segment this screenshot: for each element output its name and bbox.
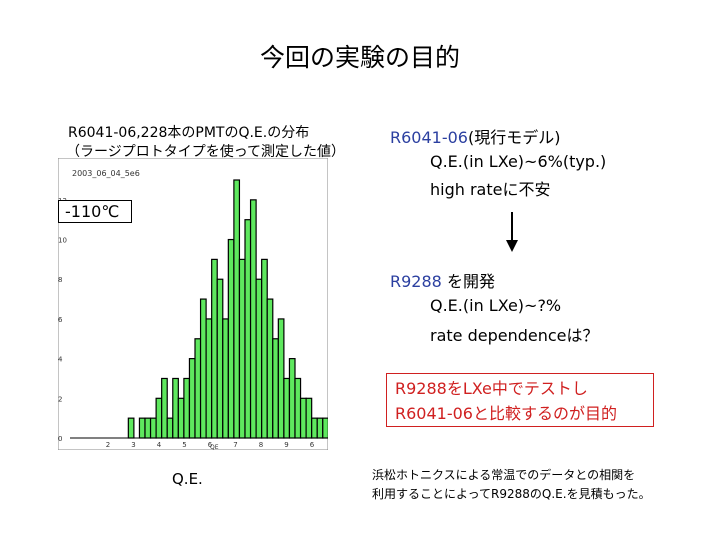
histogram-bar	[144, 417, 152, 439]
footnote-line1: 浜松ホトニクスによる常温でのデータとの相関を	[372, 468, 636, 482]
histogram-bar	[211, 258, 218, 439]
y-tick-label: 0	[58, 435, 62, 443]
histogram-bar	[277, 318, 285, 439]
histogram-bar	[261, 258, 268, 439]
y-tick-label: 2	[58, 395, 62, 403]
y-tick-label: 4	[58, 356, 63, 364]
histogram-bar	[188, 358, 196, 439]
histogram-bar	[255, 278, 263, 439]
histogram-bar	[155, 397, 163, 439]
new-model-desc: を開発	[446, 272, 495, 291]
goal-line1: R9288をLXe中でテストし	[395, 379, 588, 398]
histogram-bar	[311, 417, 318, 439]
histogram-bar	[244, 219, 252, 439]
histogram-bar	[238, 258, 246, 439]
footnote: 浜松ホトニクスによる常温でのデータとの相関を 利用することによってR9288のQ…	[372, 466, 692, 504]
histogram-bar	[288, 358, 296, 439]
histogram-bar	[283, 377, 291, 439]
histogram-bar	[127, 417, 135, 439]
histogram-stamp: 2003_06_04_5e6	[72, 169, 140, 178]
x-tick-label: 7	[233, 441, 237, 449]
histogram-caption-line1: R6041-06,228本のPMTのQ.E.の分布	[68, 125, 310, 141]
down-arrow-icon	[506, 212, 518, 252]
histogram-bar	[199, 298, 207, 439]
histogram-bar	[322, 417, 328, 439]
histogram-bar	[138, 417, 146, 439]
current-model-line: R6041-06(現行モデル)	[390, 124, 560, 148]
histogram-bar	[294, 377, 302, 439]
new-model-name: R9288	[390, 272, 442, 291]
x-tick-label: 6	[310, 441, 315, 449]
histogram-bar	[227, 238, 235, 439]
x-tick-label: 9	[284, 441, 288, 449]
current-qe-line: Q.E.(in LXe)~6%(typ.)	[430, 152, 607, 171]
x-tick-label: 3	[131, 441, 135, 449]
histogram-bar	[194, 338, 202, 439]
histogram-bar	[172, 377, 179, 439]
y-tick-label: 6	[58, 316, 63, 324]
histogram-bar	[316, 417, 324, 439]
current-model-name: R6041-06	[390, 128, 468, 147]
x-tick-label: 2	[106, 441, 110, 449]
bars-group	[70, 179, 328, 439]
x-tick-label: 6	[208, 441, 213, 449]
goal-line2: R6041-06と比較するのが目的	[395, 404, 617, 423]
histogram-bar	[149, 417, 157, 439]
current-issue-line: high rateに不安	[430, 180, 551, 199]
new-qe-line: Q.E.(in LXe)~?%	[430, 296, 562, 315]
histogram-bar	[249, 199, 257, 439]
y-tick-label: 8	[58, 276, 62, 284]
footnote-line2: 利用することによってR9288のQ.E.を見積もった。	[372, 487, 651, 501]
histogram-bar	[299, 397, 307, 439]
x-axis-small-label: QE	[210, 444, 219, 450]
x-ticks-group: 2 3 4 5 6 7 8 9 6	[106, 441, 315, 449]
histogram-xlabel: Q.E.	[172, 470, 203, 488]
histogram-bar	[266, 298, 274, 439]
current-model-desc: (現行モデル)	[467, 128, 561, 147]
histogram-bar	[222, 318, 229, 439]
goal-box: R9288をLXe中でテストし R6041-06と比較するのが目的	[386, 373, 654, 427]
histogram-bar	[166, 417, 174, 439]
x-tick-label: 5	[182, 441, 186, 449]
new-model-line: R9288 を開発	[390, 268, 495, 292]
new-rate-line: rate dependenceは？	[430, 326, 599, 345]
y-tick-label: 10	[58, 237, 67, 245]
temperature-label: -110℃	[58, 200, 133, 223]
histogram-bar	[305, 397, 313, 439]
histogram-bar	[161, 377, 168, 439]
histogram-caption-line2: （ラージプロトタイプを使って測定した値）	[66, 144, 346, 160]
histogram-bar	[205, 318, 213, 439]
histogram-bar	[272, 338, 279, 439]
histogram-bar	[183, 377, 191, 439]
histogram-bar	[216, 278, 224, 439]
slide-title: 今回の実験の目的	[259, 43, 460, 72]
x-tick-label: 4	[157, 441, 162, 449]
histogram-bar	[177, 397, 185, 439]
histogram-bar	[233, 179, 241, 439]
x-tick-label: 8	[259, 441, 263, 449]
